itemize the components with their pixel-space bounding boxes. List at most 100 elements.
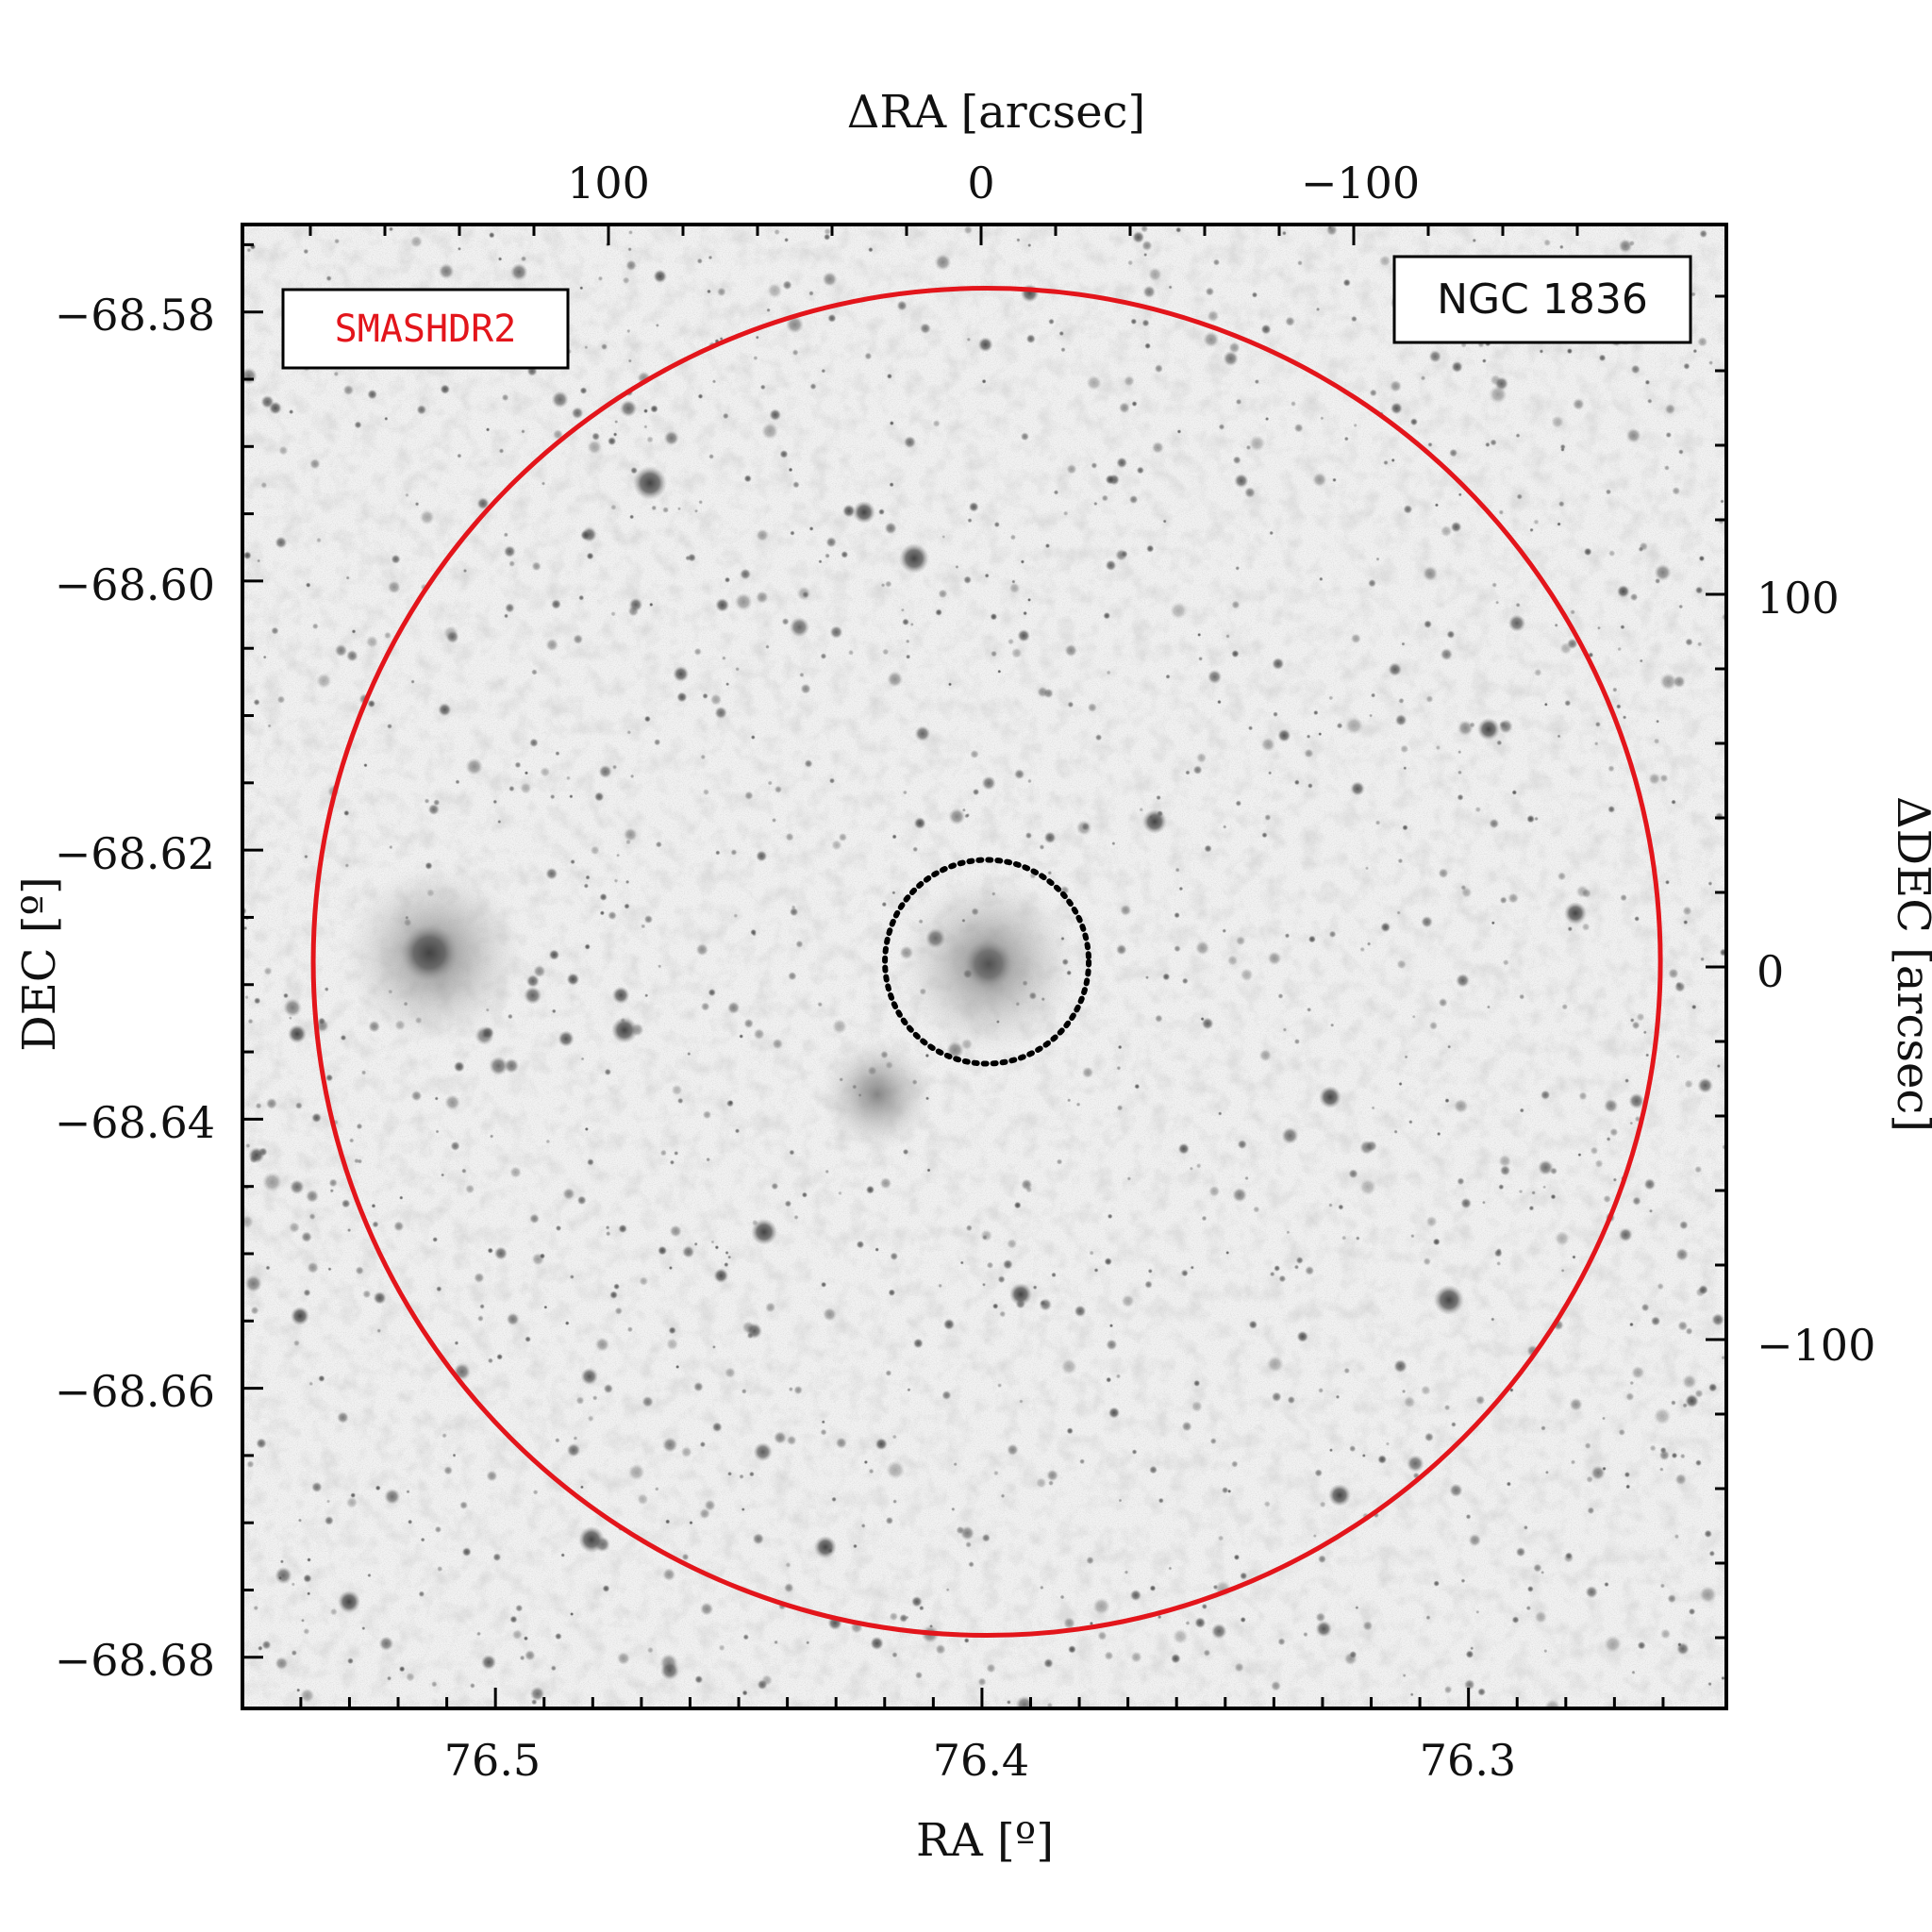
star — [1277, 728, 1291, 742]
star — [1408, 1119, 1413, 1124]
star — [1192, 765, 1203, 775]
star — [1046, 1469, 1059, 1482]
star — [1106, 1339, 1118, 1351]
star — [1203, 331, 1220, 348]
star — [511, 1629, 523, 1641]
star — [434, 1096, 439, 1101]
star — [938, 589, 948, 599]
star — [1378, 255, 1391, 267]
star — [1428, 1021, 1439, 1030]
star — [1197, 632, 1202, 637]
star — [1205, 287, 1215, 296]
star — [1451, 360, 1463, 374]
star — [486, 1470, 498, 1482]
star — [1631, 1365, 1645, 1380]
star — [919, 323, 931, 335]
star — [653, 269, 667, 284]
star — [756, 528, 770, 542]
star — [935, 1643, 946, 1655]
star — [654, 1486, 659, 1491]
star — [1011, 579, 1016, 584]
star — [1043, 1657, 1054, 1669]
star — [1128, 494, 1139, 505]
star — [739, 1034, 744, 1039]
star — [1124, 375, 1135, 387]
star — [1350, 633, 1361, 644]
star — [693, 1241, 698, 1246]
star — [1270, 1680, 1282, 1691]
star — [613, 1283, 621, 1291]
star — [579, 1485, 584, 1490]
star — [248, 1146, 265, 1164]
star — [891, 834, 897, 840]
star — [497, 819, 502, 824]
star — [1397, 858, 1404, 864]
star — [669, 1224, 682, 1238]
star — [699, 1507, 710, 1520]
star — [1174, 867, 1180, 873]
star — [261, 1640, 272, 1650]
star — [972, 788, 980, 796]
star — [503, 545, 516, 558]
star — [1139, 807, 1144, 812]
star — [550, 1665, 557, 1672]
star — [551, 391, 569, 408]
star — [1251, 291, 1258, 298]
star — [548, 949, 560, 960]
star — [1543, 239, 1552, 247]
star — [694, 1674, 704, 1684]
star — [887, 671, 904, 688]
star — [1277, 1638, 1286, 1646]
star — [821, 1420, 825, 1424]
star — [991, 650, 998, 658]
star — [1307, 782, 1313, 789]
star — [1075, 820, 1092, 836]
star — [1027, 778, 1032, 784]
star — [625, 259, 638, 272]
star — [926, 1168, 931, 1173]
star — [405, 492, 409, 498]
star — [1469, 722, 1475, 728]
star — [993, 521, 1001, 528]
star — [1101, 494, 1109, 502]
star — [1087, 702, 1097, 713]
star — [1023, 610, 1028, 616]
star — [1460, 1197, 1472, 1209]
star — [1196, 752, 1208, 763]
star — [1371, 1106, 1375, 1110]
star — [583, 883, 590, 889]
star — [318, 1374, 325, 1383]
star — [1043, 831, 1057, 844]
star — [1106, 670, 1111, 675]
star — [702, 1109, 712, 1120]
star — [1456, 973, 1470, 988]
star — [649, 602, 654, 608]
star — [1377, 1455, 1388, 1464]
star — [817, 1001, 824, 1008]
star — [457, 453, 462, 458]
star — [1355, 1606, 1359, 1610]
star — [682, 1245, 695, 1258]
star — [543, 1305, 548, 1309]
star — [609, 1291, 618, 1300]
star — [1375, 557, 1380, 561]
star — [1389, 379, 1403, 392]
star — [751, 1219, 777, 1245]
star — [1648, 773, 1661, 785]
star — [696, 258, 703, 264]
star — [376, 1328, 382, 1334]
star — [1217, 699, 1222, 705]
star — [1359, 1140, 1374, 1156]
star — [1180, 1269, 1189, 1277]
star — [1420, 375, 1426, 381]
star — [627, 358, 632, 363]
star — [1598, 354, 1607, 362]
star — [610, 610, 616, 617]
star — [1007, 1238, 1018, 1249]
star — [599, 892, 608, 902]
star — [1328, 695, 1334, 701]
star — [1063, 1617, 1076, 1630]
star — [487, 1357, 493, 1364]
star — [391, 554, 401, 564]
star — [565, 775, 571, 781]
